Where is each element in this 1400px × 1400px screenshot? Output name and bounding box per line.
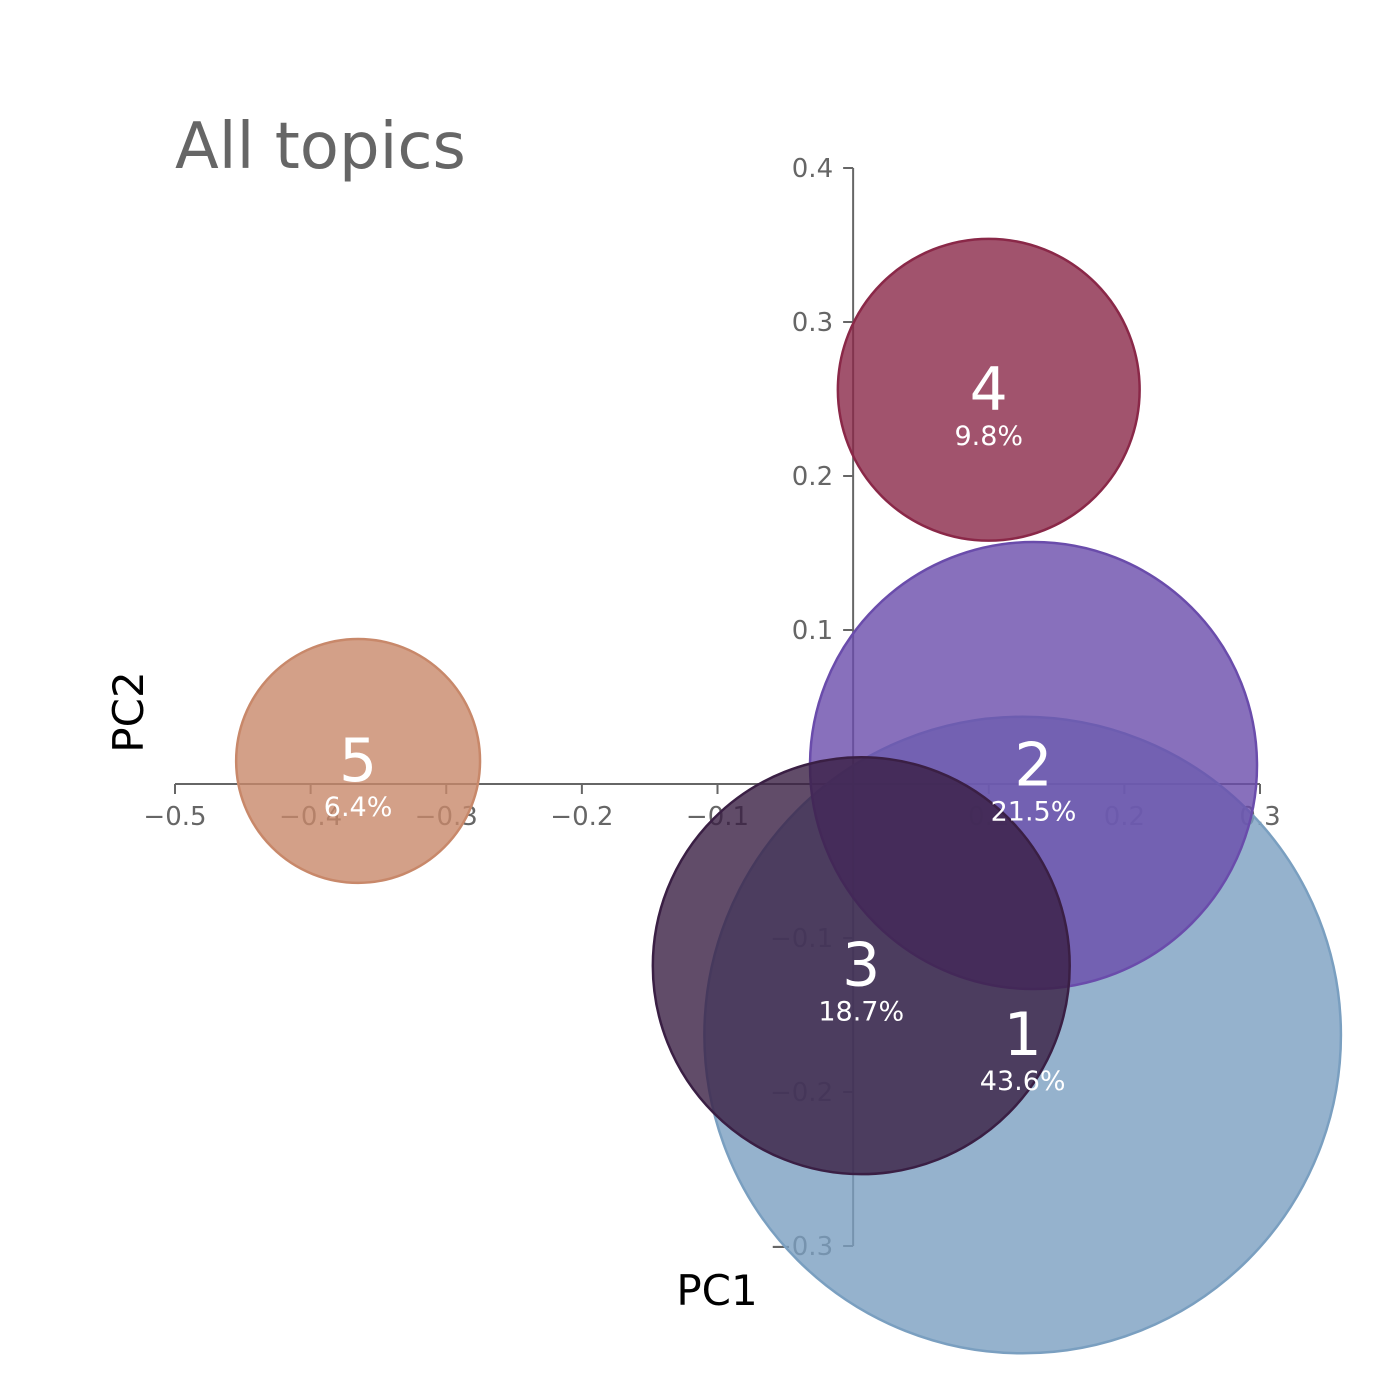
y-axis-title: PC2 bbox=[104, 671, 153, 752]
x-tick-label: −0.5 bbox=[143, 802, 206, 832]
topic-percent-label: 43.6% bbox=[980, 1066, 1066, 1097]
y-tick-label: 0.1 bbox=[792, 616, 833, 646]
x-axis-title: PC1 bbox=[676, 1266, 757, 1315]
y-tick-label: 0.3 bbox=[792, 308, 833, 338]
topic-bubbles: 143.6% 221.5% 318.7% 49.8% 56.4% bbox=[234, 237, 1343, 1355]
topic-number-label: 1 bbox=[1004, 1000, 1042, 1070]
topic-number-label: 5 bbox=[339, 726, 377, 796]
topic-bubble-5 bbox=[234, 637, 482, 885]
topic-bubble-3 bbox=[651, 756, 1071, 1176]
topic-number-label: 4 bbox=[970, 355, 1008, 425]
x-tick-label: −0.2 bbox=[550, 802, 613, 832]
topic-percent-label: 9.8% bbox=[954, 421, 1023, 452]
topic-number-label: 3 bbox=[842, 931, 880, 1001]
topic-number-label: 2 bbox=[1014, 731, 1052, 801]
topic-percent-label: 6.4% bbox=[324, 792, 393, 823]
y-tick-label: 0.4 bbox=[792, 154, 833, 184]
topic-percent-label: 21.5% bbox=[991, 797, 1077, 828]
y-tick-label: 0.2 bbox=[792, 462, 833, 492]
topic-bubble-4 bbox=[836, 237, 1141, 542]
chart-title: All topics bbox=[175, 110, 466, 184]
topic-percent-label: 18.7% bbox=[818, 997, 904, 1028]
